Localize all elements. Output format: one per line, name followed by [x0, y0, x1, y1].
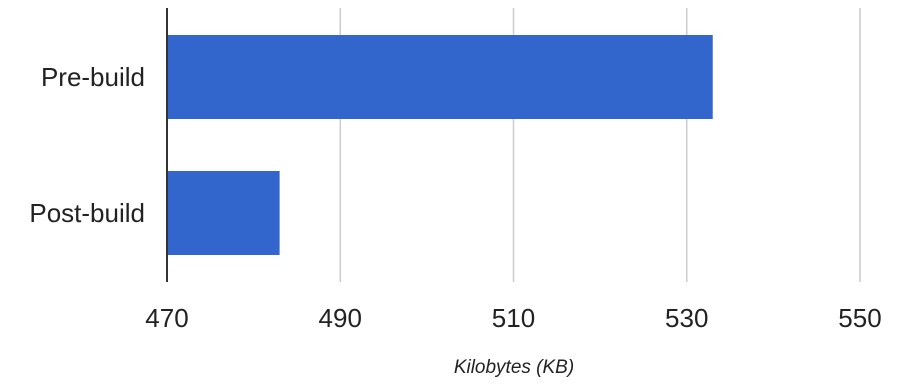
x-tick-label-470: 470: [145, 303, 188, 333]
x-tick-label-510: 510: [492, 303, 535, 333]
bars: [167, 35, 713, 255]
x-tick-label-530: 530: [665, 303, 708, 333]
x-tick-label-490: 490: [319, 303, 362, 333]
bar-pre-build: [167, 35, 713, 119]
bar-post-build: [167, 171, 280, 255]
category-label-post-build: Post-build: [29, 198, 145, 228]
x-axis-title: Kilobytes (KB): [454, 357, 574, 378]
x-tick-label-550: 550: [838, 303, 881, 333]
labels: Pre-build Post-build 470 490 510 530 550: [29, 62, 881, 333]
category-label-pre-build: Pre-build: [41, 62, 145, 92]
